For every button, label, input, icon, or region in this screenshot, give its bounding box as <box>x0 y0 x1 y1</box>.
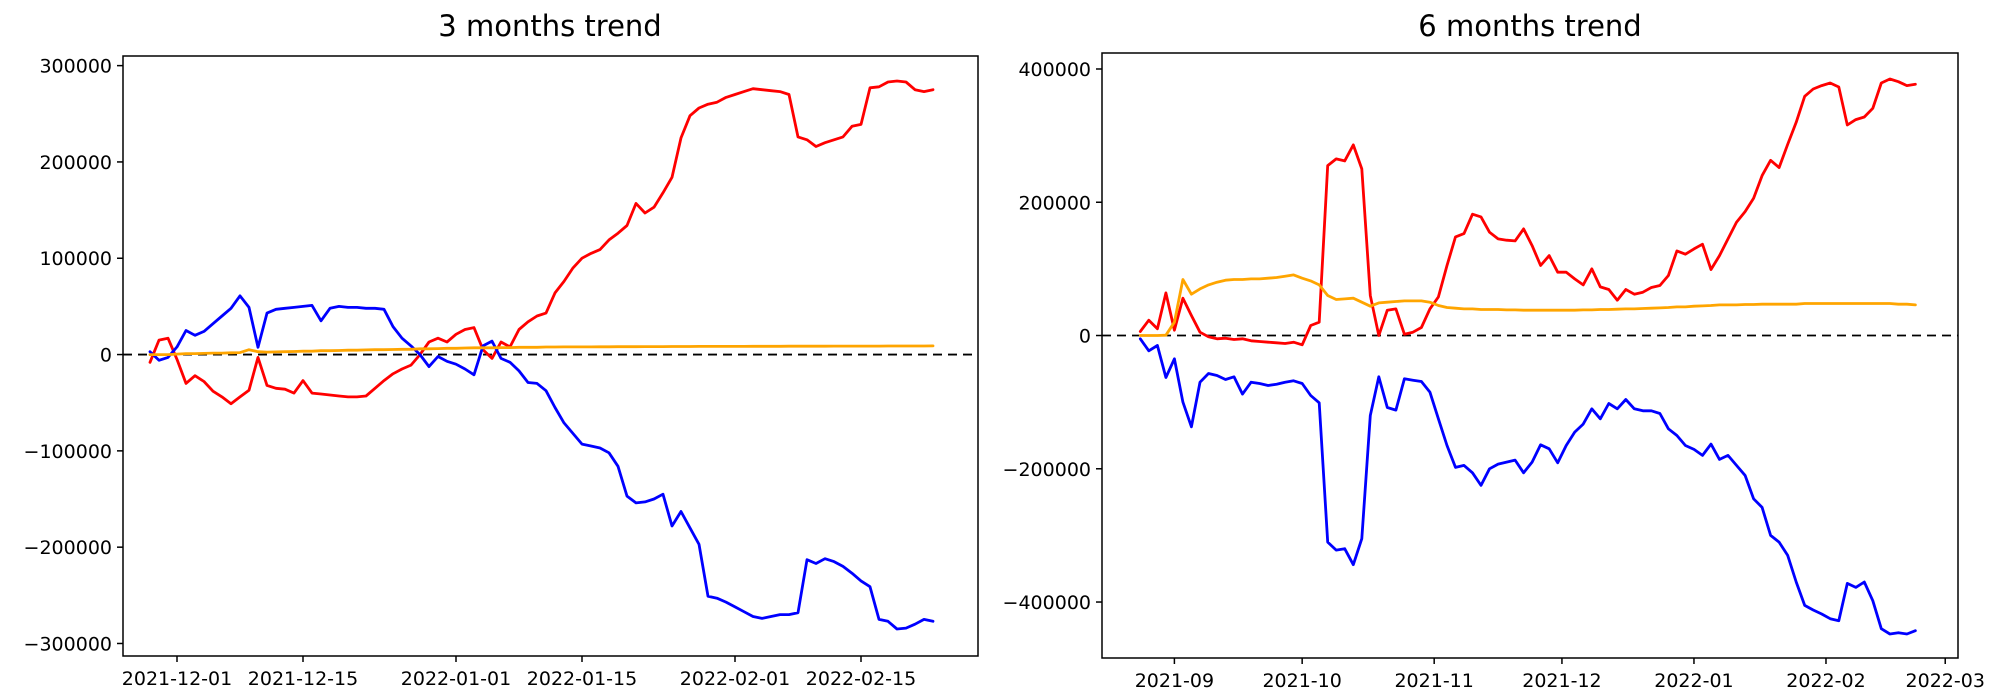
x-tick-label: 2021-10 <box>1262 670 1341 692</box>
y-tick-label: 0 <box>1079 326 1091 348</box>
x-tick-label: 2022-01 <box>1654 670 1733 692</box>
x-tick-label: 2021-09 <box>1135 670 1214 692</box>
axes-spines <box>122 55 979 657</box>
chart-6-months-trend: 6 months trend 2021-09 2021-10 2021-11 2021… <box>1003 9 1985 692</box>
y-tick-label: −200000 <box>1003 459 1091 481</box>
y-tick-label: 0 <box>100 345 112 367</box>
x-tick-label: 2021-12-15 <box>248 668 358 690</box>
x-tick-label: 2021-12 <box>1522 670 1601 692</box>
y-tick-label: 200000 <box>1018 192 1091 214</box>
x-tick-label: 2022-02 <box>1786 670 1865 692</box>
plot-area-6-months: 2021-09 2021-10 2021-11 2021-12 2022-01 2022-… <box>1003 52 1985 692</box>
x-tick-label: 2021-11 <box>1394 670 1473 692</box>
y-tick-label: −100000 <box>24 441 112 463</box>
y-tick-label: 400000 <box>1018 59 1091 81</box>
plot-area-3-months: 2021-12-01 2021-12-15 2022-01-01 2022-01-15… <box>24 55 979 690</box>
y-tick-label: −200000 <box>24 537 112 559</box>
orange-series-line <box>148 344 935 357</box>
x-tick-label: 2021-12-01 <box>122 668 232 690</box>
x-tick-label: 2022-02-15 <box>806 668 916 690</box>
blue-series-line <box>148 294 935 631</box>
axes-spines <box>1101 52 1959 659</box>
x-tick-label: 2022-03 <box>1906 670 1985 692</box>
y-tick-label: −400000 <box>1003 592 1091 614</box>
y-tick-label: −300000 <box>24 633 112 655</box>
red-series-line <box>1138 77 1917 347</box>
x-tick-label: 2022-01-15 <box>527 668 637 690</box>
chart-title-3-months: 3 months trend <box>438 9 661 43</box>
x-tick-label: 2022-01-01 <box>401 668 511 690</box>
orange-series-line <box>1138 273 1917 337</box>
y-tick-label: 100000 <box>39 248 112 270</box>
blue-series-line <box>1138 337 1917 636</box>
y-tick-label: 200000 <box>39 152 112 174</box>
chart-title-6-months: 6 months trend <box>1418 9 1641 43</box>
x-tick-label: 2022-02-01 <box>680 668 790 690</box>
y-tick-label: 300000 <box>39 56 112 78</box>
chart-3-months-trend: 3 months trend 2021-12-01 2021-12-15 2022-… <box>24 9 979 690</box>
red-series-line <box>148 79 935 406</box>
